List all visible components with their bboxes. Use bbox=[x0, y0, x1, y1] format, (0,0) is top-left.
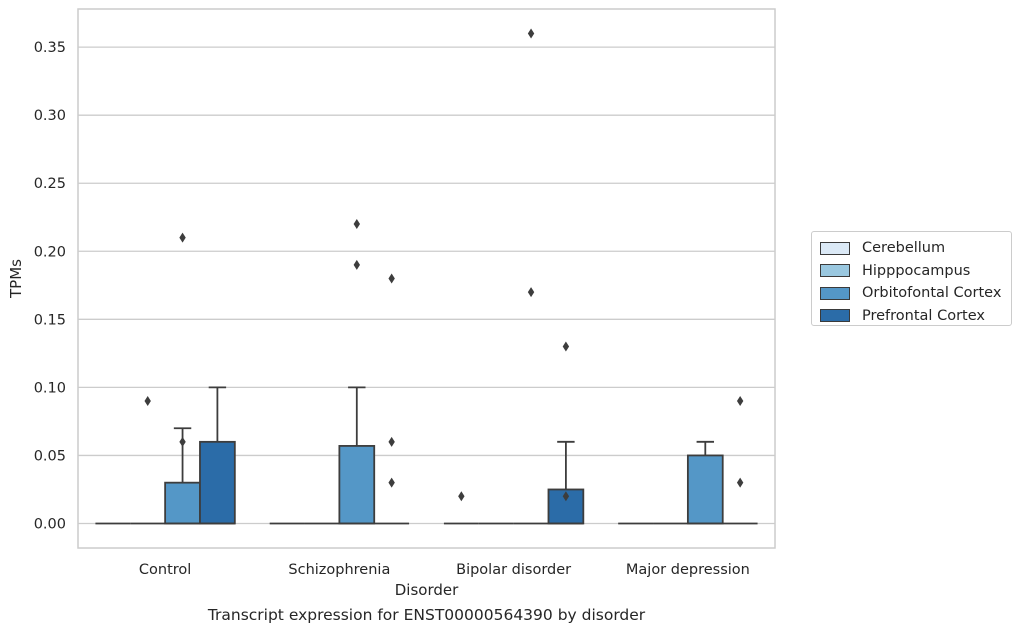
box-prefrontal-cortex bbox=[722, 396, 758, 525]
box-body bbox=[338, 445, 376, 525]
box-orbitofontal-cortex bbox=[164, 232, 201, 525]
legend-label: Orbitofontal Cortex bbox=[862, 285, 1002, 302]
y-axis-label: TPMs bbox=[7, 259, 25, 299]
legend-label: Cerebellum bbox=[862, 240, 946, 257]
outlier-point bbox=[562, 341, 570, 352]
legend-swatch bbox=[820, 309, 850, 323]
y-tick-label: 0.30 bbox=[34, 108, 66, 124]
outlier-point bbox=[179, 436, 186, 447]
outlier-point bbox=[353, 219, 360, 230]
y-tick-label: 0.35 bbox=[34, 40, 66, 56]
outlier-point bbox=[736, 477, 744, 488]
outlier-point bbox=[388, 436, 395, 447]
outlier-point bbox=[388, 273, 395, 284]
x-tick-labels: Control Schizophrenia Bipolar disorder Majo… bbox=[139, 562, 750, 578]
legend-item: Prefrontal Cortex bbox=[820, 305, 1003, 328]
box-body bbox=[199, 440, 236, 525]
outlier-point bbox=[527, 28, 535, 39]
box-plot-marks bbox=[95, 28, 758, 525]
legend-swatch bbox=[820, 264, 850, 278]
legend-item: Hipppocampus bbox=[820, 260, 1003, 283]
box-orbitofontal-cortex bbox=[686, 440, 724, 525]
box-body bbox=[686, 454, 724, 525]
y-tick-label: 0.10 bbox=[34, 380, 66, 396]
legend-label: Hipppocampus bbox=[862, 262, 971, 279]
x-tick-label: Control bbox=[139, 562, 191, 578]
x-tick-label: Major depression bbox=[626, 562, 750, 578]
box-body bbox=[164, 481, 201, 525]
y-tick-label: 0.05 bbox=[34, 448, 66, 464]
outlier-point bbox=[458, 491, 465, 502]
y-gridlines bbox=[78, 46, 775, 525]
legend-swatch bbox=[820, 241, 850, 255]
box-orbitofontal-cortex bbox=[513, 28, 549, 525]
box-hipppocampus bbox=[130, 396, 166, 525]
x-axis-label: Disorder bbox=[395, 581, 459, 599]
chart-caption: Transcript expression for ENST0000056439… bbox=[207, 606, 646, 624]
y-tick-label: 0.15 bbox=[34, 312, 66, 328]
y-tick-labels: 0.00 0.05 0.10 0.15 0.20 0.25 0.30 0.35 bbox=[34, 40, 66, 532]
outlier-point bbox=[353, 259, 360, 270]
box-prefrontal-cortex bbox=[199, 386, 236, 525]
box-cerebellum bbox=[443, 491, 479, 525]
x-tick-label: Bipolar disorder bbox=[456, 562, 571, 578]
box-orbitofontal-cortex bbox=[338, 219, 376, 525]
outlier-point bbox=[179, 232, 186, 243]
outlier-point bbox=[736, 396, 744, 406]
outlier-point bbox=[527, 287, 535, 298]
y-tick-label: 0.00 bbox=[34, 517, 66, 533]
legend-item: Orbitofontal Cortex bbox=[820, 282, 1003, 305]
outlier-point bbox=[144, 396, 151, 406]
outlier-point bbox=[562, 491, 570, 502]
legend-swatch bbox=[820, 286, 850, 300]
plot-frame bbox=[77, 8, 776, 549]
y-tick-label: 0.25 bbox=[34, 176, 66, 192]
legend-label: Prefrontal Cortex bbox=[862, 307, 985, 324]
y-tick-label: 0.20 bbox=[34, 244, 66, 260]
chart-legend: Cerebellum Hipppocampus Orbitofontal Corte… bbox=[811, 231, 1012, 326]
x-tick-label: Schizophrenia bbox=[288, 562, 390, 578]
legend-item: Cerebellum bbox=[820, 237, 1003, 260]
outlier-point bbox=[388, 477, 395, 488]
box-prefrontal-cortex bbox=[374, 273, 410, 525]
box-prefrontal-cortex bbox=[547, 341, 585, 525]
